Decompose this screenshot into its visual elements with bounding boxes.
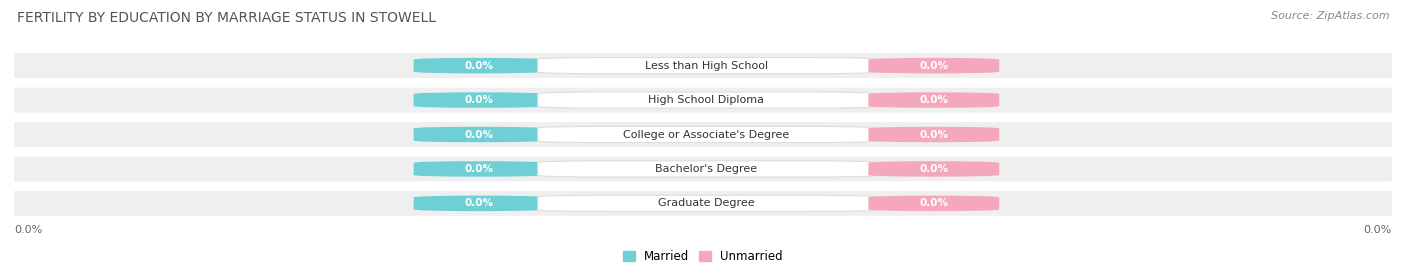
Text: 0.0%: 0.0%: [464, 61, 494, 71]
Legend: Married, Unmarried: Married, Unmarried: [623, 250, 783, 263]
FancyBboxPatch shape: [413, 161, 544, 177]
FancyBboxPatch shape: [14, 191, 1392, 216]
Text: Source: ZipAtlas.com: Source: ZipAtlas.com: [1271, 11, 1389, 21]
FancyBboxPatch shape: [869, 58, 1000, 73]
FancyBboxPatch shape: [14, 157, 1392, 181]
Text: Less than High School: Less than High School: [645, 61, 768, 71]
FancyBboxPatch shape: [869, 196, 1000, 211]
FancyBboxPatch shape: [413, 58, 544, 73]
Text: Graduate Degree: Graduate Degree: [658, 198, 755, 208]
FancyBboxPatch shape: [869, 161, 1000, 177]
Text: College or Associate's Degree: College or Associate's Degree: [623, 129, 790, 140]
FancyBboxPatch shape: [413, 196, 544, 211]
FancyBboxPatch shape: [537, 58, 875, 74]
Text: 0.0%: 0.0%: [920, 198, 948, 208]
FancyBboxPatch shape: [413, 92, 544, 108]
FancyBboxPatch shape: [14, 53, 1392, 78]
Text: 0.0%: 0.0%: [920, 129, 948, 140]
FancyBboxPatch shape: [537, 126, 875, 143]
FancyBboxPatch shape: [537, 195, 875, 211]
FancyBboxPatch shape: [14, 122, 1392, 147]
FancyBboxPatch shape: [869, 92, 1000, 108]
Text: 0.0%: 0.0%: [14, 225, 42, 235]
FancyBboxPatch shape: [869, 127, 1000, 142]
Text: 0.0%: 0.0%: [920, 164, 948, 174]
Text: FERTILITY BY EDUCATION BY MARRIAGE STATUS IN STOWELL: FERTILITY BY EDUCATION BY MARRIAGE STATU…: [17, 11, 436, 25]
Text: 0.0%: 0.0%: [464, 198, 494, 208]
FancyBboxPatch shape: [14, 88, 1392, 112]
Text: High School Diploma: High School Diploma: [648, 95, 765, 105]
FancyBboxPatch shape: [537, 161, 875, 177]
FancyBboxPatch shape: [413, 127, 544, 142]
Text: 0.0%: 0.0%: [464, 129, 494, 140]
Text: 0.0%: 0.0%: [920, 61, 948, 71]
FancyBboxPatch shape: [537, 92, 875, 108]
Text: 0.0%: 0.0%: [1364, 225, 1392, 235]
Text: 0.0%: 0.0%: [920, 95, 948, 105]
Text: Bachelor's Degree: Bachelor's Degree: [655, 164, 758, 174]
Text: 0.0%: 0.0%: [464, 164, 494, 174]
Text: 0.0%: 0.0%: [464, 95, 494, 105]
